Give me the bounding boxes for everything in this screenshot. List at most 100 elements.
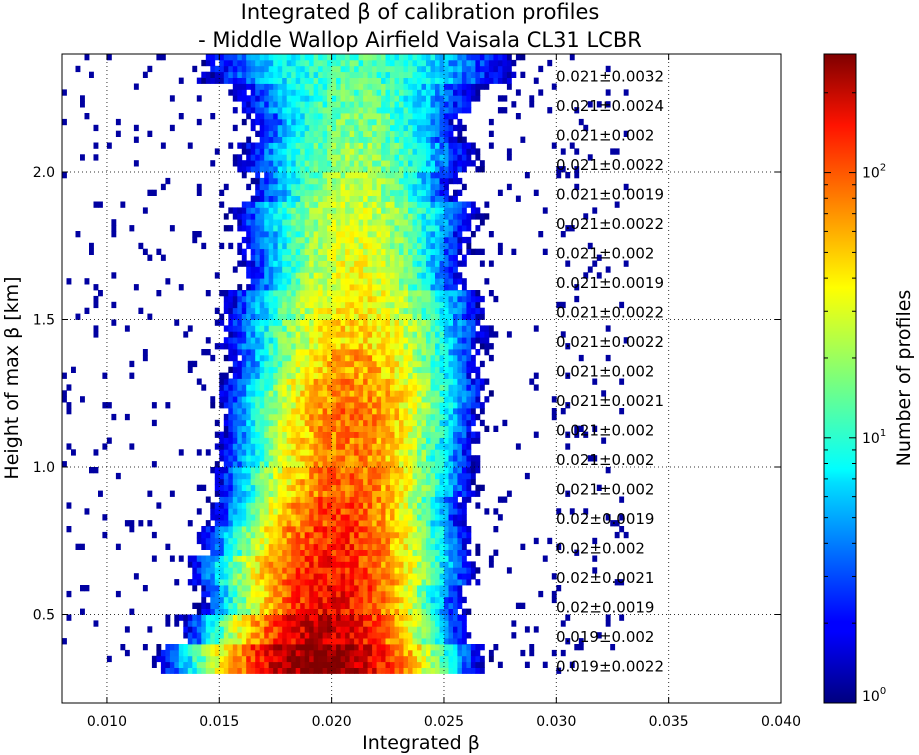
heatmap-cell <box>340 201 346 208</box>
heatmap-cell <box>336 561 341 568</box>
heatmap-cell <box>349 213 355 220</box>
heatmap-cell <box>345 555 350 562</box>
heatmap-cell <box>363 360 368 368</box>
heatmap-cell <box>304 360 310 368</box>
heatmap-cell <box>484 508 490 515</box>
heatmap-cell <box>268 649 274 657</box>
heatmap-cell <box>304 514 310 521</box>
heatmap-cell <box>421 508 427 515</box>
heatmap-cell <box>574 431 580 438</box>
heatmap-cell <box>421 449 427 456</box>
heatmap-cell <box>331 384 337 391</box>
heatmap-cell <box>354 455 359 462</box>
heatmap-cell <box>394 508 400 515</box>
heatmap-cell <box>448 307 454 314</box>
heatmap-cell <box>318 231 323 238</box>
heatmap-cell <box>403 626 409 633</box>
heatmap-cell <box>390 343 395 350</box>
heatmap-cell <box>291 225 297 232</box>
heatmap-cell <box>241 626 247 633</box>
heatmap-cell <box>322 201 328 208</box>
heatmap-cell <box>277 596 283 604</box>
heatmap-cell <box>282 508 288 515</box>
heatmap-cell <box>363 301 368 309</box>
heatmap-cell <box>358 236 364 244</box>
heatmap-cell <box>268 638 274 645</box>
heatmap-cell <box>412 638 418 645</box>
heatmap-cell <box>214 667 220 674</box>
heatmap-cell <box>214 567 220 574</box>
heatmap-cell <box>354 384 359 391</box>
heatmap-cell <box>394 343 400 350</box>
heatmap-cell <box>291 661 297 668</box>
heatmap-cell <box>435 614 440 621</box>
heatmap-cell <box>345 390 350 397</box>
heatmap-cell <box>318 319 323 326</box>
heatmap-cell <box>273 443 279 450</box>
heatmap-cell <box>232 413 238 421</box>
heatmap-cell <box>385 573 391 580</box>
heatmap-cell <box>479 419 485 427</box>
heatmap-cell <box>84 278 90 285</box>
heatmap-cell <box>453 254 458 261</box>
heatmap-cell <box>223 413 229 421</box>
heatmap-cell <box>345 472 350 480</box>
heatmap-cell <box>255 561 261 568</box>
heatmap-cell <box>241 561 247 568</box>
heatmap-cell <box>255 319 261 326</box>
heatmap-cell <box>461 472 467 480</box>
heatmap-cell <box>93 449 99 456</box>
heatmap-cell <box>453 508 458 515</box>
heatmap-cell <box>439 585 445 592</box>
heatmap-cell <box>453 638 458 645</box>
heatmap-cell <box>169 644 175 651</box>
heatmap-cell <box>444 632 449 639</box>
heatmap-cell <box>223 455 229 462</box>
heatmap-cell <box>385 484 391 491</box>
heatmap-cell <box>313 390 319 397</box>
heatmap-cell <box>390 419 395 427</box>
heatmap-cell <box>331 508 337 515</box>
heatmap-cell <box>394 461 400 468</box>
heatmap-cell <box>336 555 341 562</box>
heatmap-cell <box>354 248 359 255</box>
heatmap-cell <box>268 484 274 491</box>
heatmap-cell <box>448 508 454 515</box>
heatmap-cell <box>466 354 472 362</box>
heatmap-cell <box>255 661 261 668</box>
heatmap-cell <box>331 219 337 226</box>
heatmap-cell <box>417 402 422 409</box>
heatmap-cell <box>394 242 400 250</box>
heatmap-cell <box>223 437 229 444</box>
heatmap-cell <box>358 567 364 574</box>
heatmap-cell <box>201 661 207 668</box>
heatmap-cell <box>421 337 427 344</box>
heatmap-cell <box>399 313 404 320</box>
heatmap-cell <box>439 354 445 362</box>
heatmap-cell <box>435 242 440 250</box>
heatmap-cell <box>291 195 297 202</box>
heatmap-cell <box>295 195 301 202</box>
heatmap-cell <box>327 231 332 238</box>
heatmap-cell <box>453 390 458 397</box>
heatmap-cell <box>259 372 265 379</box>
heatmap-cell <box>444 236 449 244</box>
heatmap-cell <box>300 366 306 373</box>
heatmap-cell <box>381 561 386 568</box>
heatmap-cell <box>291 573 297 580</box>
heatmap-cell <box>457 585 463 592</box>
heatmap-cell <box>300 354 306 362</box>
heatmap-cell <box>403 490 409 497</box>
heatmap-cell <box>322 626 328 633</box>
heatmap-cell <box>196 231 202 238</box>
heatmap-cell <box>268 396 274 403</box>
heatmap-cell <box>259 443 265 450</box>
heatmap-cell <box>421 254 427 261</box>
heatmap-cell <box>313 236 319 244</box>
heatmap-cell <box>210 402 216 409</box>
heatmap-cell <box>336 337 341 344</box>
heatmap-cell <box>435 484 440 491</box>
heatmap-cell <box>237 484 243 491</box>
heatmap-cell <box>412 484 418 491</box>
heatmap-cell <box>246 472 252 480</box>
